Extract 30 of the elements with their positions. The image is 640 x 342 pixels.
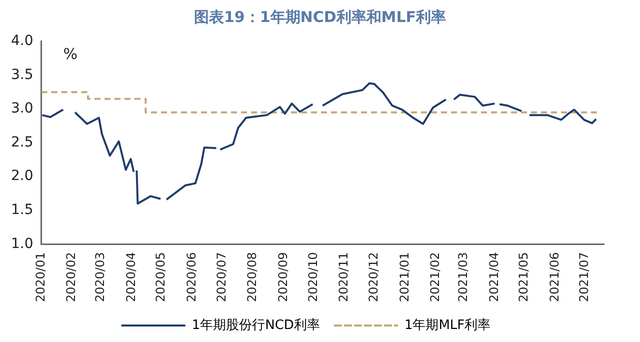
x-tick-label: 2021/04 [486, 252, 501, 302]
x-tick-label: 2020/05 [154, 252, 168, 302]
x-tick-label: 2020/10 [306, 252, 320, 302]
x-tick-label: 2021/03 [456, 252, 470, 302]
x-tick-label: 2020/02 [64, 252, 78, 302]
x-tick-label: 2020/08 [245, 252, 260, 302]
x-tick-label: 2020/07 [214, 252, 228, 302]
x-tick-label: 2020/04 [124, 252, 138, 302]
x-tick-label: 2020/01 [33, 252, 48, 302]
x-tick-label: 2021/05 [516, 252, 531, 302]
y-axis-title: % [63, 44, 78, 63]
x-tick-label: 2020/09 [276, 252, 290, 302]
y-tick-label: 3.0 [11, 100, 34, 117]
x-tick-label: 2021/01 [397, 252, 412, 302]
x-tick-label: 2021/06 [547, 252, 562, 302]
chart-title: 图表19：1年期NCD利率和MLF利率 [192, 7, 448, 28]
x-tick-label: 2021/07 [577, 252, 592, 302]
x-tick-label: 2020/06 [184, 252, 199, 302]
x-tick-label: 2020/03 [93, 252, 108, 302]
y-tick-label: 2.0 [11, 168, 34, 184]
y-tick-label: 1.0 [11, 236, 34, 252]
x-tick-label: 2020/12 [366, 252, 380, 302]
legend-label: 1年期MLF利率 [404, 316, 491, 333]
y-tick-label: 4.0 [11, 33, 34, 50]
legend-label: 1年期股份行NCD利率 [192, 316, 320, 333]
y-tick-label: 1.5 [11, 202, 34, 218]
x-tick-label: 2021/02 [428, 252, 442, 302]
x-tick-label: 2020/11 [336, 252, 351, 302]
y-tick-label: 3.5 [11, 66, 34, 83]
y-tick-label: 2.5 [11, 134, 34, 150]
